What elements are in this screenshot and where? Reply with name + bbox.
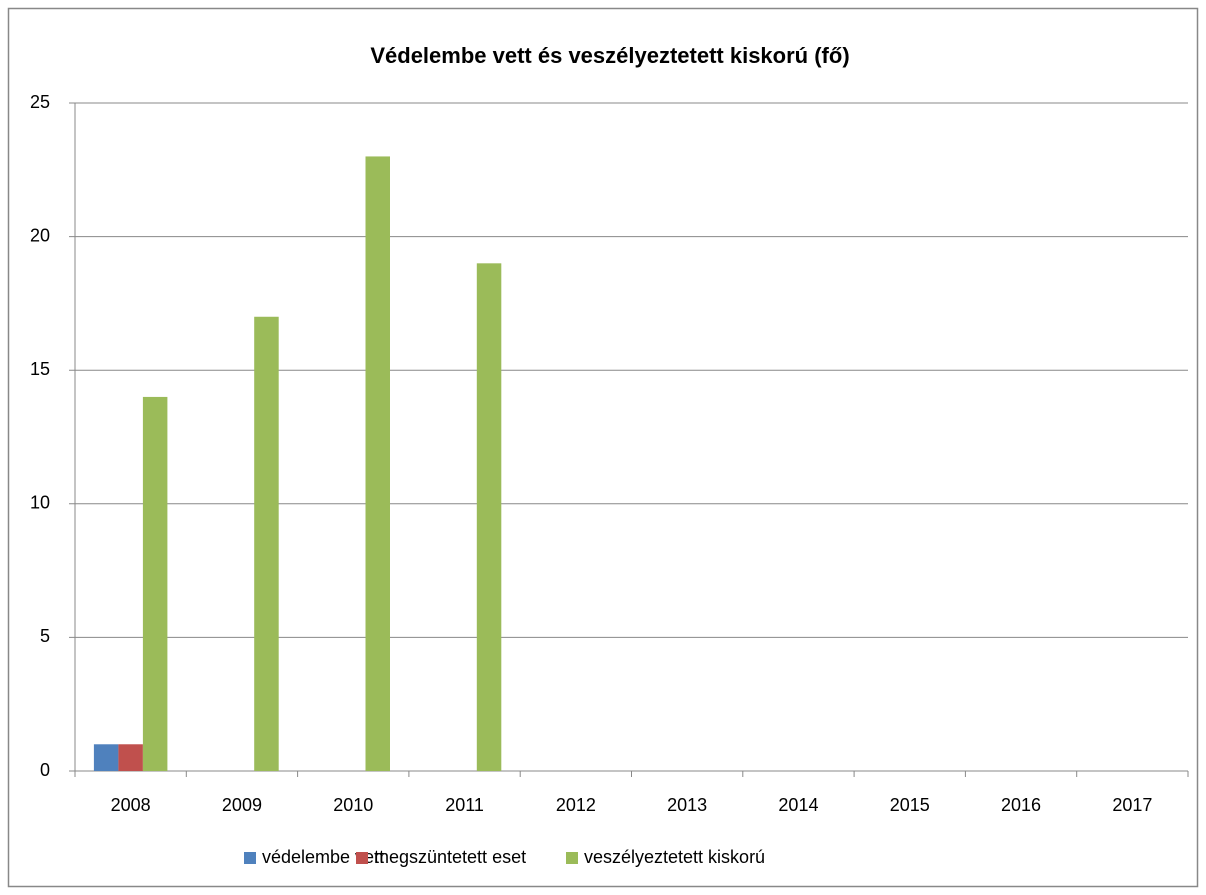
- y-tick-label: 10: [30, 493, 50, 513]
- chart-title: Védelembe vett és veszélyeztetett kiskor…: [370, 43, 849, 68]
- x-tick-label: 2008: [111, 795, 151, 815]
- y-tick-label: 25: [30, 92, 50, 112]
- legend-swatch: [356, 852, 368, 864]
- bar: [365, 156, 390, 771]
- y-tick-label: 5: [40, 626, 50, 646]
- bar: [93, 744, 119, 771]
- bar: [118, 744, 143, 771]
- legend-swatch: [566, 852, 578, 864]
- bar: [476, 263, 502, 771]
- legend-label: megszüntetett eset: [374, 847, 526, 867]
- x-tick-label: 2011: [445, 795, 484, 815]
- y-tick-label: 20: [30, 225, 50, 245]
- legend-swatch: [244, 852, 256, 864]
- y-tick-label: 15: [30, 359, 50, 379]
- bar: [142, 396, 168, 771]
- x-tick-label: 2013: [667, 795, 707, 815]
- x-tick-label: 2017: [1112, 795, 1152, 815]
- legend-label: védelembe vett: [262, 847, 384, 867]
- legend-label: veszélyeztetett kiskorú: [584, 847, 765, 867]
- bar: [254, 316, 279, 771]
- x-tick-label: 2009: [222, 795, 262, 815]
- x-tick-label: 2016: [1001, 795, 1041, 815]
- x-tick-label: 2015: [890, 795, 930, 815]
- chart-border: [7, 7, 1199, 888]
- x-tick-label: 2010: [333, 795, 373, 815]
- y-tick-label: 0: [40, 760, 50, 780]
- x-tick-label: 2012: [556, 795, 596, 815]
- x-tick-label: 2014: [778, 795, 818, 815]
